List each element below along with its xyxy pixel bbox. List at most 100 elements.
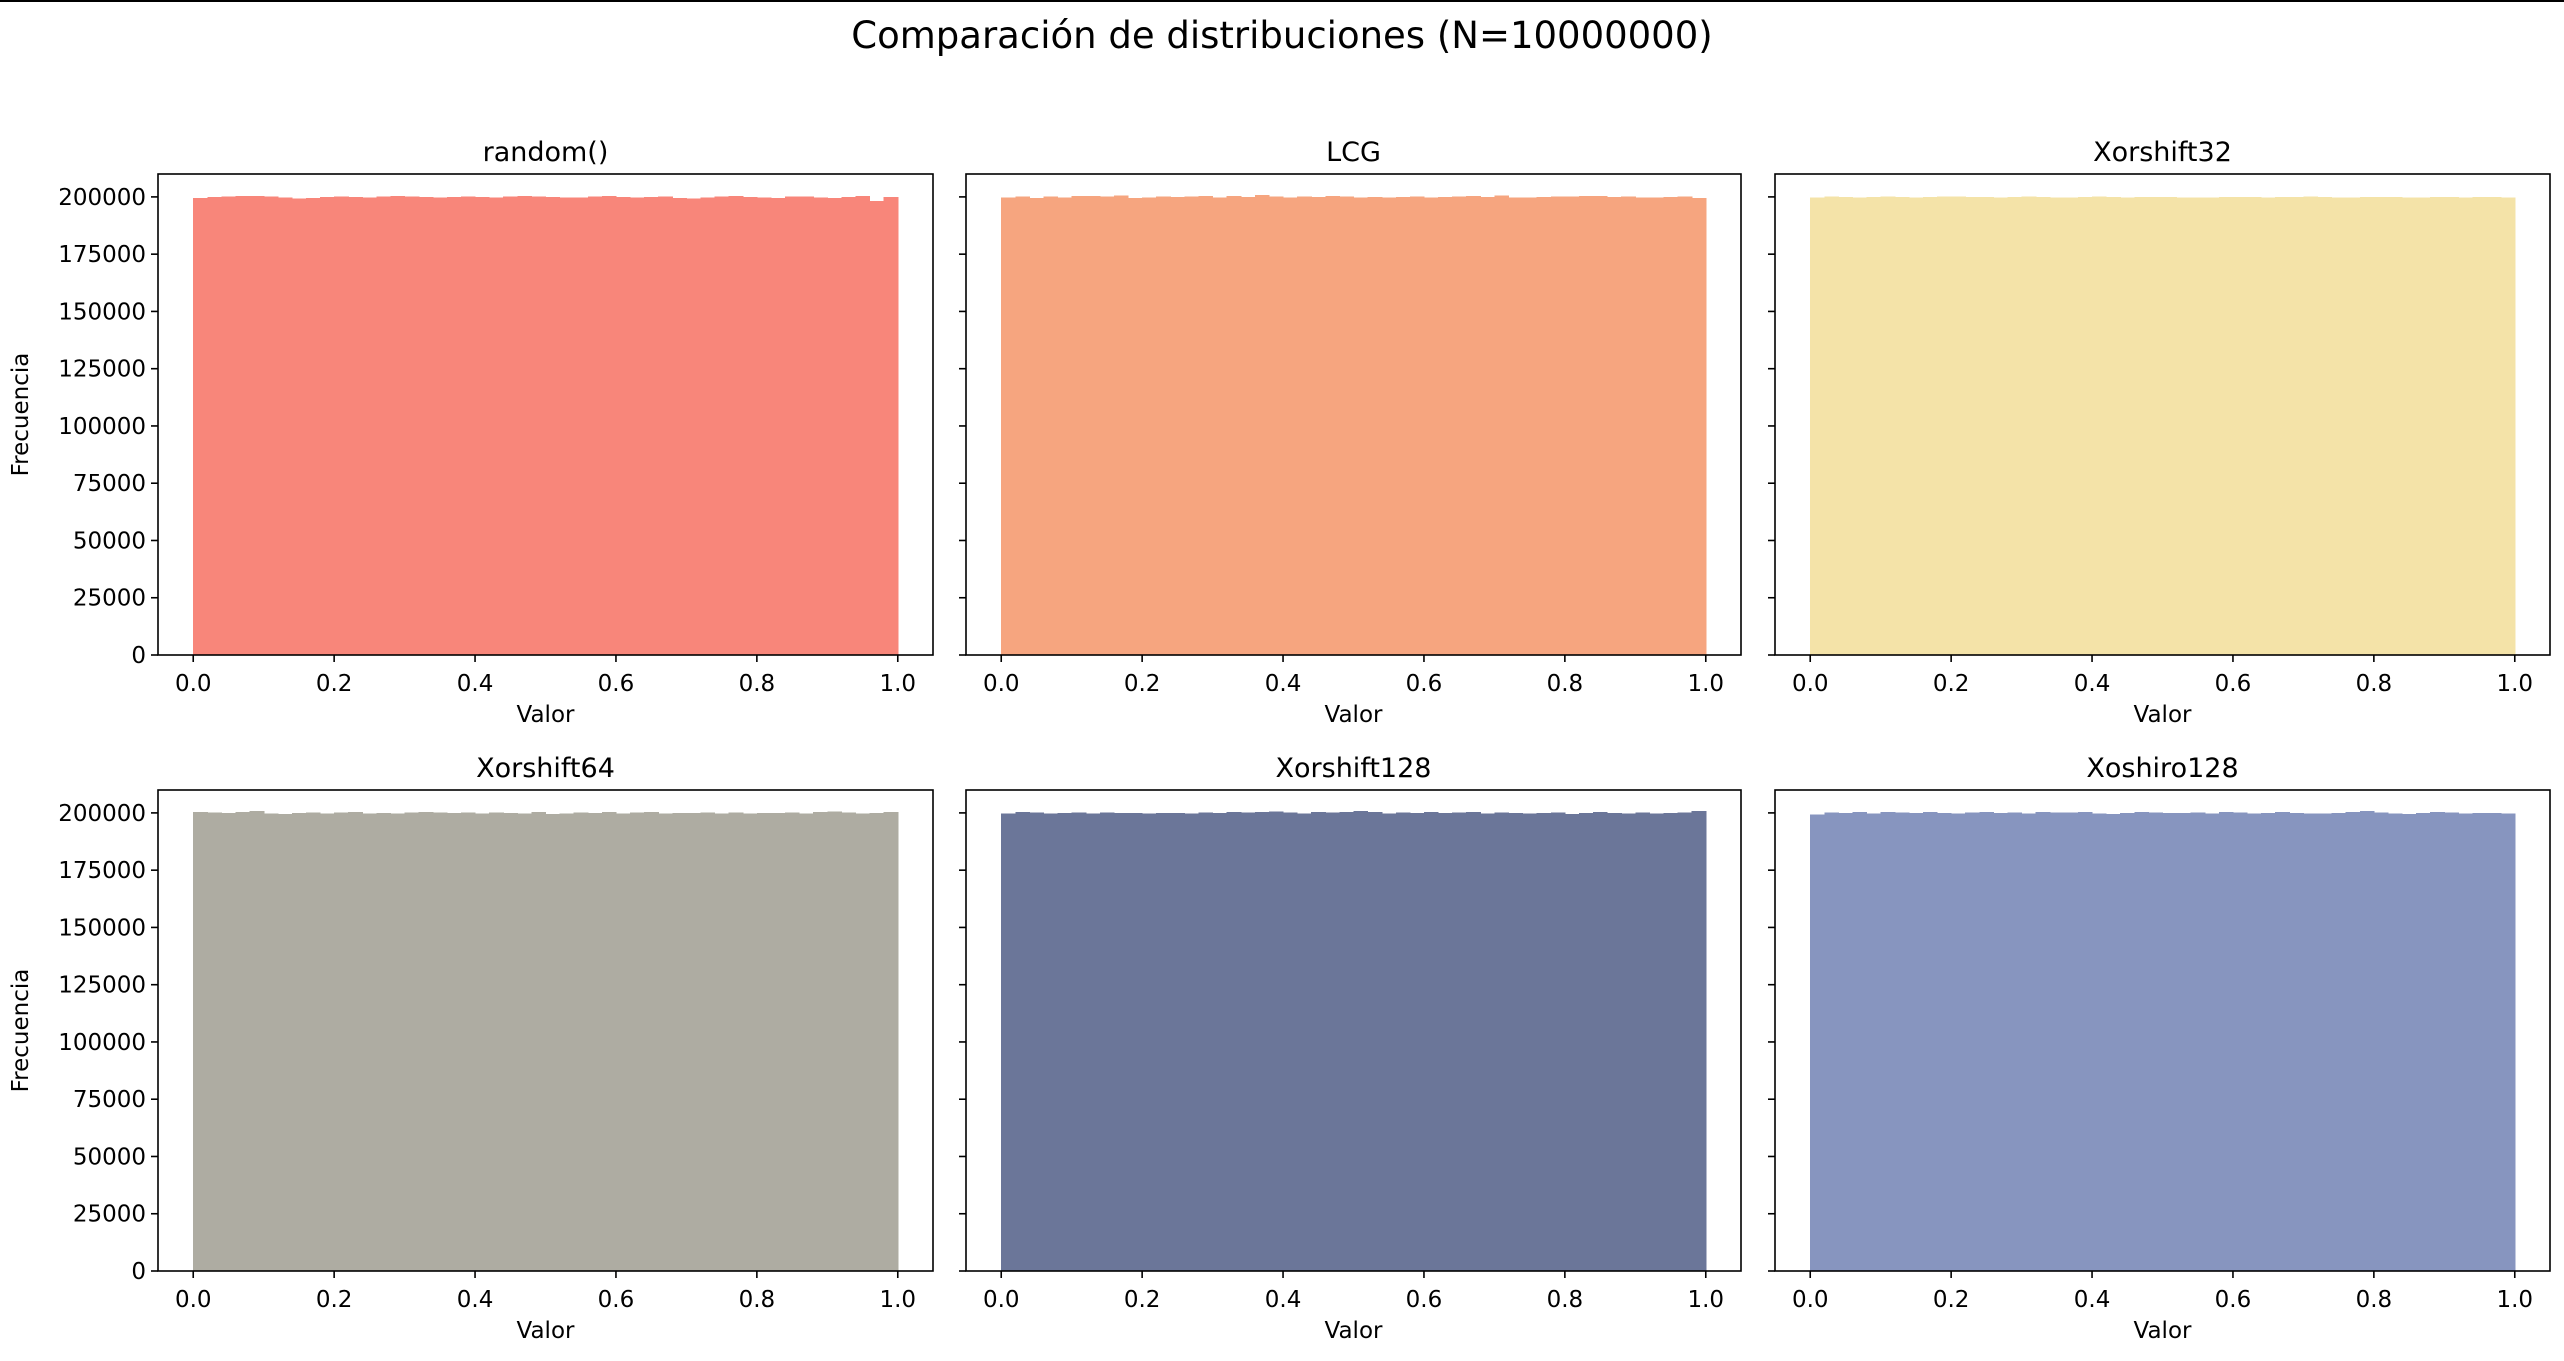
histogram-bar	[1866, 197, 1882, 655]
histogram-bar	[672, 812, 688, 1271]
histogram-bar	[2035, 811, 2051, 1271]
x-tick-label: 0.0	[983, 671, 1020, 697]
panel-lcg: 0.0 0.2 0.4 0.6 0.8 1.0 LCG Valor	[959, 137, 1742, 728]
x-tick-label: 0.4	[2074, 1287, 2111, 1313]
histogram-bar	[1635, 197, 1651, 655]
histogram-bar	[1043, 813, 1059, 1271]
histogram-bar	[2430, 812, 2445, 1271]
histogram-bar	[827, 811, 843, 1271]
histogram-bar	[756, 197, 772, 655]
histogram-bar	[1113, 813, 1129, 1271]
histogram-bar	[1057, 813, 1073, 1271]
histogram-bar	[1649, 197, 1665, 656]
histogram-bar	[1268, 196, 1284, 655]
histogram-bar	[2458, 197, 2474, 656]
histogram-bar	[1071, 195, 1087, 656]
histogram-bar	[517, 196, 533, 655]
histogram-bar	[1937, 196, 1952, 655]
histogram-bar	[615, 813, 631, 1271]
x-tick-label: 0.8	[2356, 1287, 2393, 1313]
x-tick-label: 0.8	[739, 671, 776, 697]
histogram-bar	[630, 197, 645, 656]
x-tick-label: 0.0	[983, 1287, 1020, 1313]
histogram-bar	[573, 197, 589, 655]
histogram-bar	[2402, 813, 2417, 1271]
histogram-bar	[2148, 812, 2164, 1271]
x-tick-label: 0.4	[457, 1287, 494, 1313]
histogram-bar	[644, 197, 659, 655]
histogram-bar	[2134, 197, 2150, 655]
histogram-bar	[2486, 813, 2502, 1271]
x-axis-label: Valor	[1325, 1318, 1384, 1344]
histogram-bar	[1099, 196, 1115, 655]
x-tick-label: 0.8	[2356, 671, 2393, 697]
histogram-bar	[1409, 196, 1425, 655]
panel-xoshiro128: 0.0 0.2 0.4 0.6 0.8 1.0 Xoshiro128 Valor	[1768, 753, 2551, 1344]
histogram-bar	[404, 812, 420, 1271]
histogram-bar	[1085, 813, 1101, 1271]
panel-title: Xorshift32	[2093, 137, 2232, 168]
histogram-bar	[1409, 812, 1425, 1271]
histogram-bar	[1001, 197, 1016, 656]
histogram-bar	[672, 197, 688, 655]
x-tick-label: 0.6	[1406, 671, 1443, 697]
histogram-bar	[1480, 197, 1496, 655]
y-tick-label: 50000	[73, 528, 146, 554]
histogram-bar	[615, 196, 631, 655]
x-tick-label: 0.4	[1265, 1287, 1302, 1313]
histogram-bar	[813, 812, 828, 1271]
histogram-bar	[700, 197, 716, 656]
histogram-bar	[1170, 197, 1186, 655]
histogram-bar	[714, 196, 730, 655]
histogram-bar	[785, 196, 800, 655]
histogram-bar	[390, 813, 406, 1271]
histogram-bar	[2106, 196, 2121, 655]
x-tick-label: 1.0	[1687, 1287, 1724, 1313]
histogram-bar	[2444, 812, 2460, 1271]
histogram-bar	[1353, 197, 1369, 656]
histogram-bar	[1536, 196, 1552, 655]
panel-xorshift64: 0.0 0.2 0.4 0.6 0.8 1.0 0 25000 50000 75000 100000…	[8, 753, 934, 1344]
histogram-bar	[1395, 812, 1411, 1271]
histogram-bar	[1852, 811, 1868, 1271]
histogram-bar	[2500, 197, 2516, 656]
histogram-bar	[1810, 814, 1825, 1271]
histogram-bar	[1621, 196, 1636, 655]
histogram-bar	[630, 812, 645, 1271]
x-axis-label: Valor	[1325, 702, 1384, 728]
histogram-bar	[1226, 196, 1242, 655]
histogram-bar	[2275, 812, 2290, 1271]
histogram-bar	[390, 196, 406, 655]
histogram-bar	[460, 196, 476, 655]
histogram-bar	[2430, 196, 2445, 655]
histogram-bar	[1880, 196, 1896, 655]
histogram-bar	[2373, 196, 2389, 655]
histogram-bar	[587, 196, 603, 655]
histogram-bar	[1536, 813, 1552, 1271]
histogram-bar	[1423, 197, 1439, 656]
histogram-bar	[503, 196, 518, 655]
histogram-bar	[1663, 197, 1679, 655]
histogram-bar	[1894, 197, 1910, 655]
histogram-bar	[1311, 197, 1326, 655]
x-tick-label: 1.0	[879, 1287, 916, 1313]
histogram-bar	[1951, 196, 1966, 655]
histogram-bar	[1113, 195, 1129, 655]
histogram-bar	[742, 196, 758, 655]
histogram-bar	[1297, 813, 1312, 1271]
histogram-bar	[362, 813, 378, 1271]
x-tick-label: 0.6	[2215, 1287, 2252, 1313]
x-tick-label: 0.2	[1933, 1287, 1970, 1313]
histogram-bar	[2176, 197, 2192, 656]
histogram-bar	[573, 812, 589, 1271]
histogram-bar	[221, 813, 237, 1271]
histogram-bar	[2303, 813, 2319, 1271]
histogram-bar	[1170, 812, 1186, 1271]
histogram-bar	[742, 813, 758, 1271]
histogram-bar	[2402, 197, 2417, 656]
histogram-bar	[249, 195, 265, 655]
histogram-bar	[2049, 197, 2065, 655]
x-tick-label: 1.0	[2496, 1287, 2533, 1313]
histogram-bar	[2331, 197, 2347, 656]
y-tick-label: 50000	[73, 1144, 146, 1170]
